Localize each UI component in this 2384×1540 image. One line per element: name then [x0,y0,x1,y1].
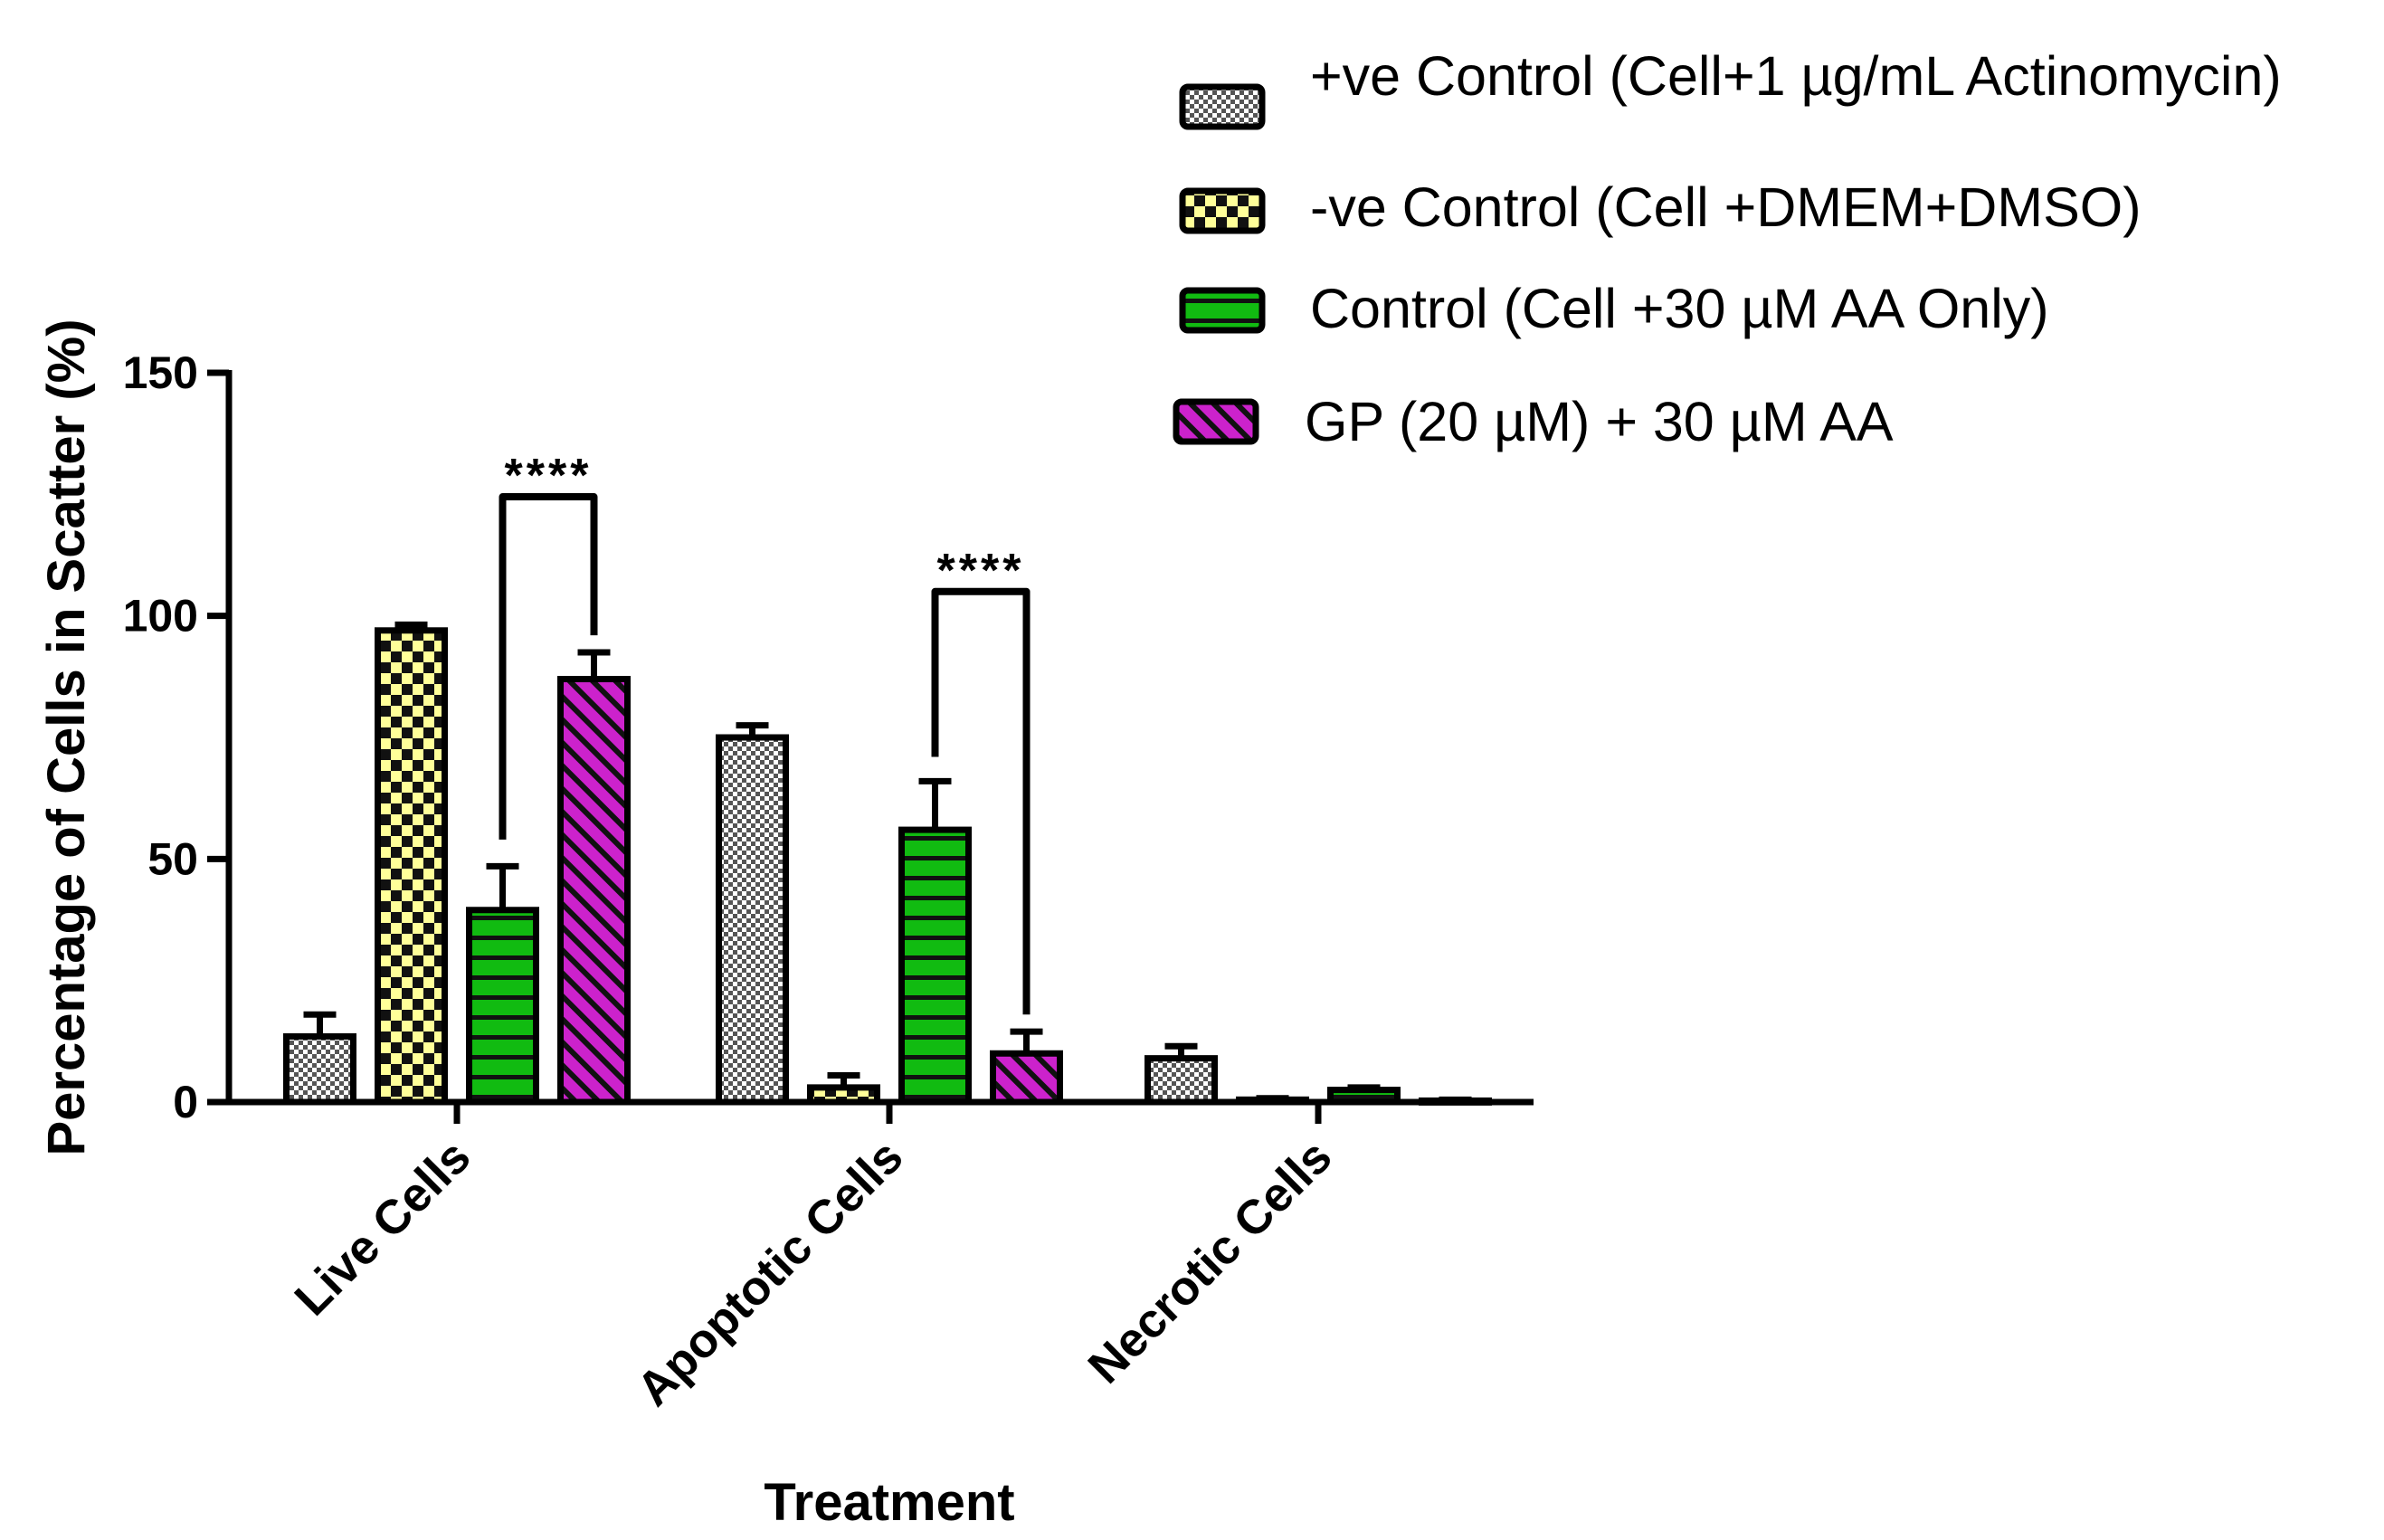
legend-swatch-3 [1173,398,1259,445]
y-axis-title: Percentage of Cells in Scatter (%) [37,318,96,1155]
significance-label-0: **** [505,450,593,502]
significance-label-1: **** [937,545,1025,597]
legend: +ve Control (Cell+1 µg/mL Actinomycin) -v… [1173,45,2282,452]
category-label-1: Apoptotic Cells [627,1130,914,1417]
bar-series1-apoptotic-cells [807,1084,880,1106]
bar-series3-live-cells [557,676,631,1106]
significance-bracket-1 [931,587,1031,1015]
significance-group: **** **** [499,450,1031,1015]
legend-swatch-2 [1179,287,1266,334]
category-label-0: Live Cells [285,1130,481,1326]
bar-series2-apoptotic-cells [898,826,972,1106]
bar-series0-necrotic-cells [1145,1055,1218,1106]
legend-label-1: -ve Control (Cell +DMEM+DMSO) [1310,176,2142,238]
legend-label-0: +ve Control (Cell+1 µg/mL Actinomycin) [1310,45,2282,107]
bar-series0-live-cells [283,1032,356,1106]
legend-label-3: GP (20 µM) + 30 µM AA [1305,391,1894,452]
bars-group [283,627,1492,1106]
y-tick-label-50: 50 [147,833,198,884]
axes: 0 50 100 150 Live Cells Apoptotic Cells Necrot… [123,347,1534,1416]
y-tick-label-0: 0 [173,1077,198,1127]
bar-series1-live-cells [375,627,448,1106]
error-bars-group [303,621,1472,1103]
bar-series2-necrotic-cells [1327,1087,1401,1106]
bar-series0-apoptotic-cells [716,734,789,1106]
legend-swatch-1 [1179,187,1266,234]
bar-series3-apoptotic-cells [990,1050,1063,1106]
legend-swatch-0 [1179,83,1266,130]
category-label-2: Necrotic Cells [1078,1130,1343,1394]
significance-bracket-0 [499,493,598,840]
legend-label-2: Control (Cell +30 µM AA Only) [1310,278,2049,339]
x-axis-title: Treatment [764,1473,1014,1532]
bar-series2-live-cells [466,907,539,1106]
y-tick-label-150: 150 [123,347,198,398]
y-tick-label-100: 100 [123,591,198,642]
